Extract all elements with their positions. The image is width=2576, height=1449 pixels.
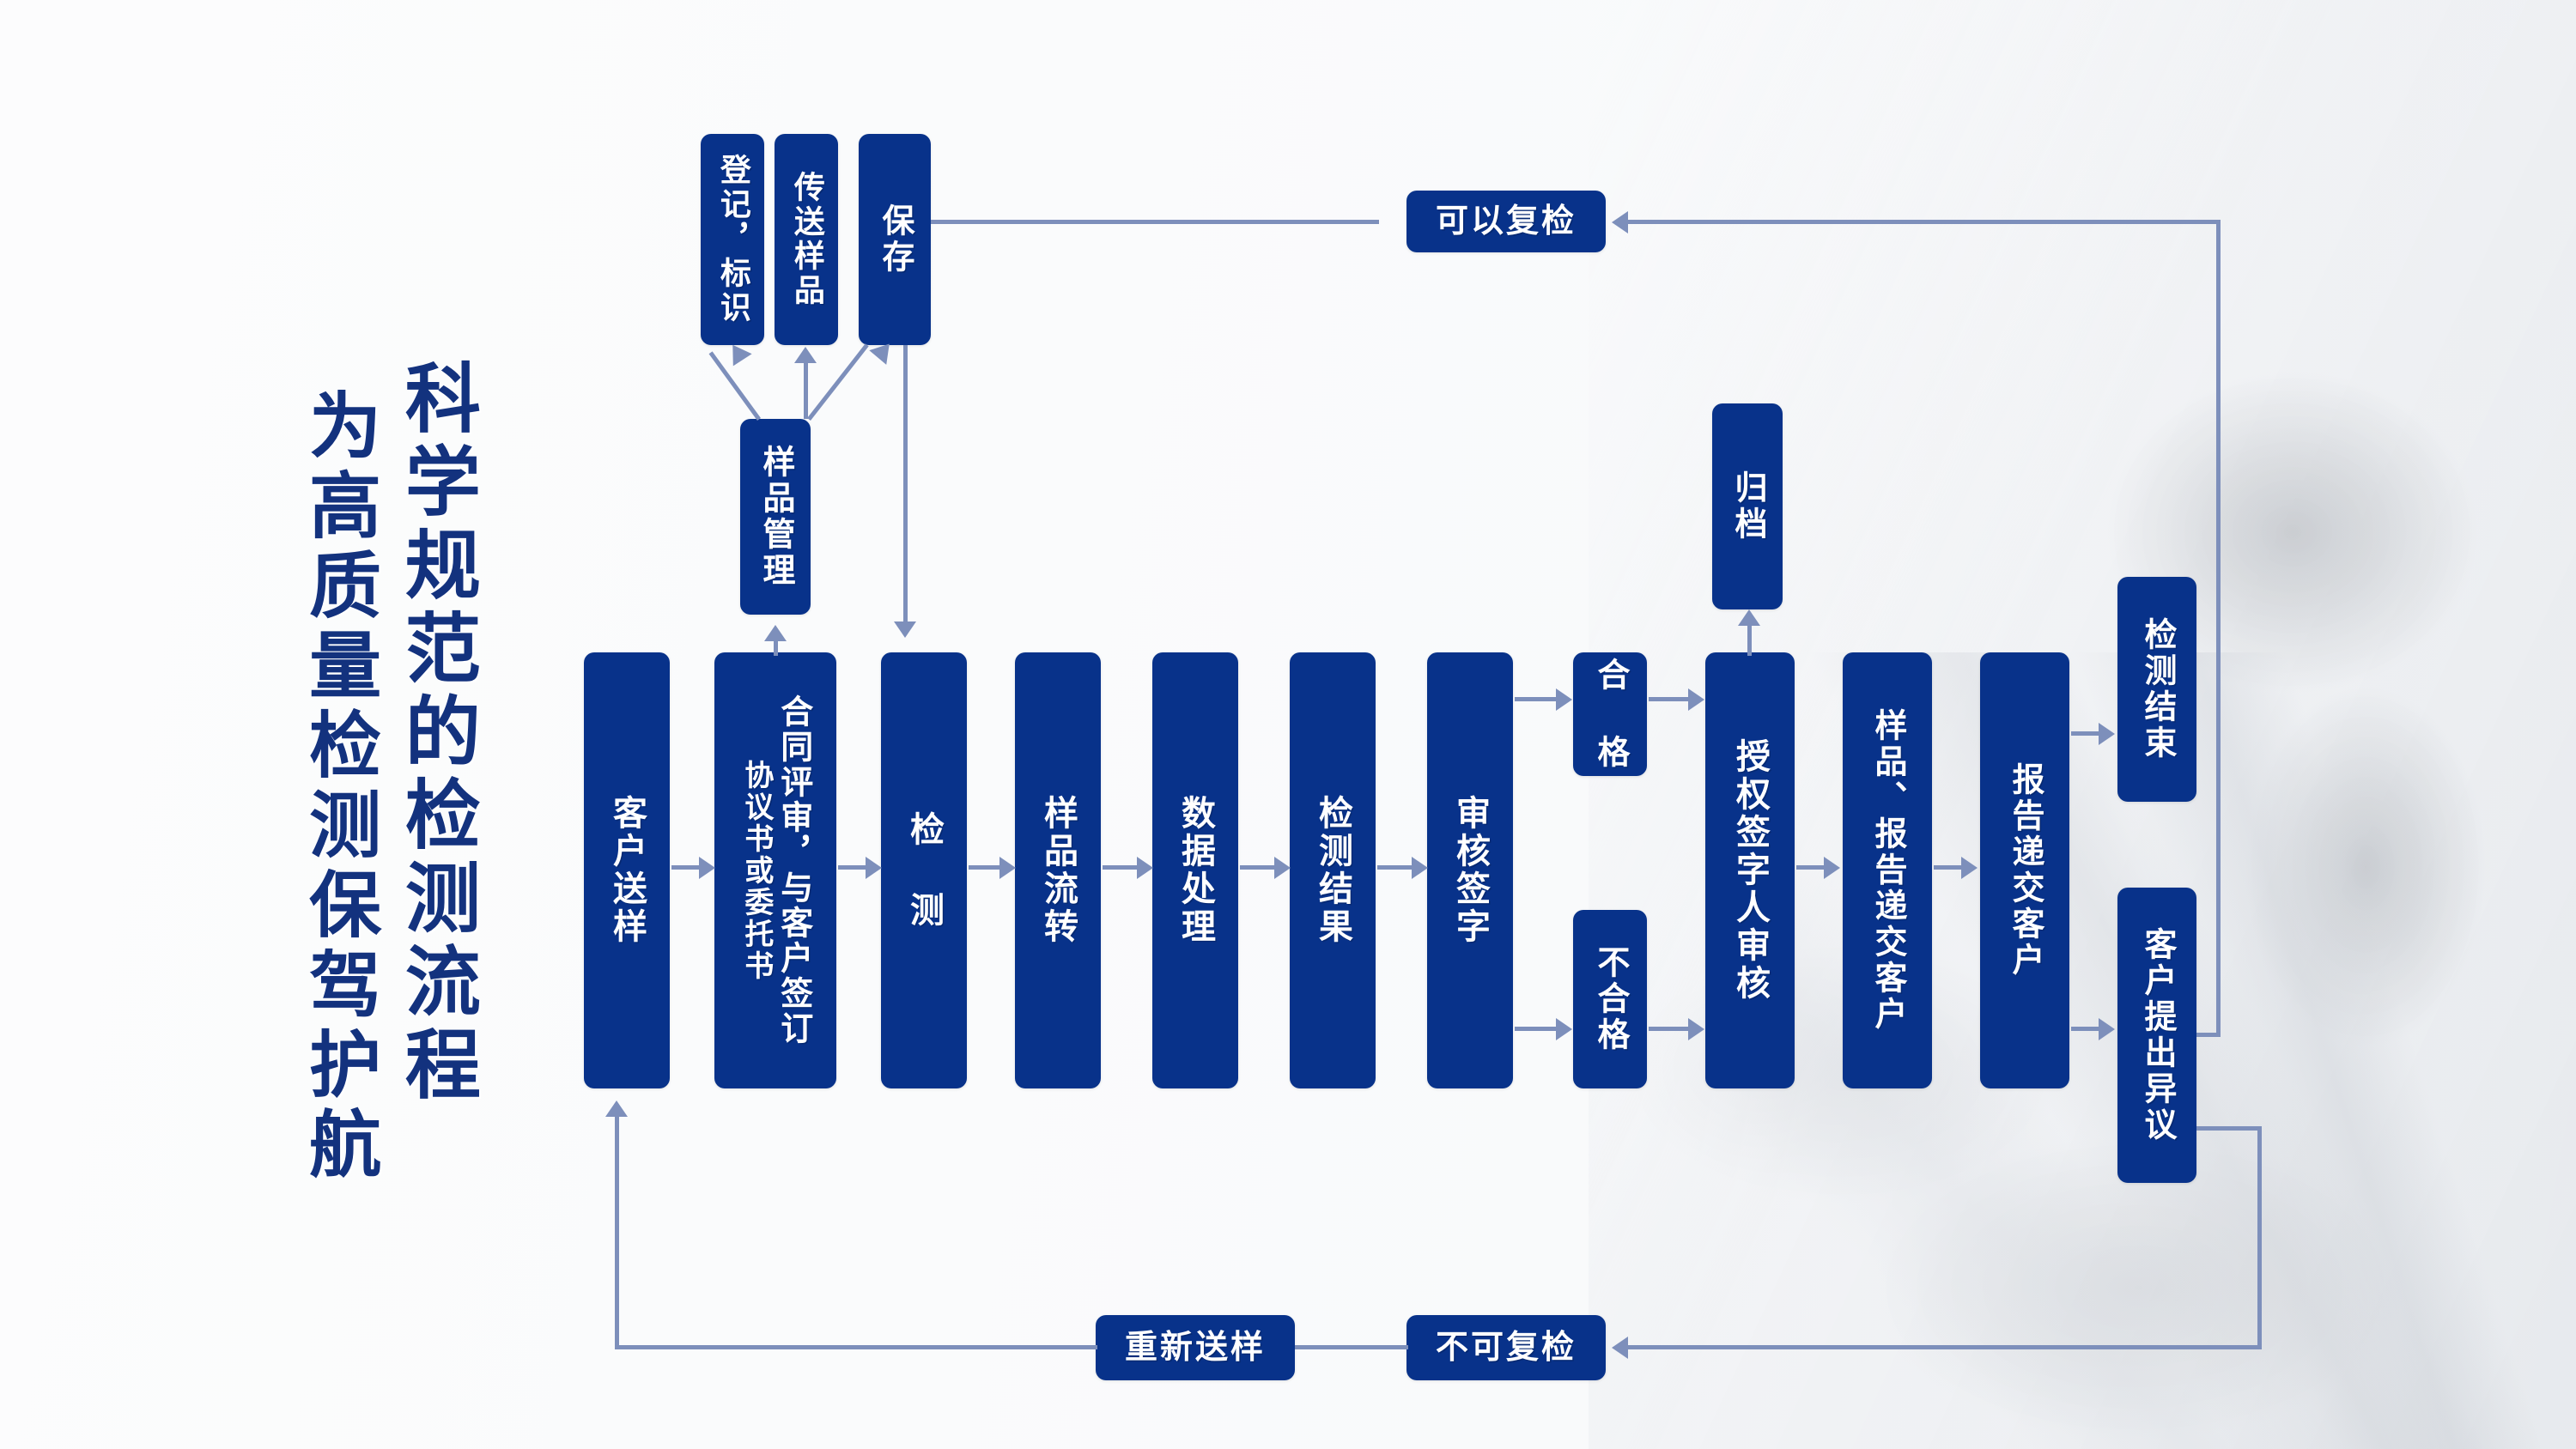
- node-archive-label: 归档: [1728, 470, 1767, 543]
- node-deliver-b-label: 报告递交客户: [2006, 762, 2044, 979]
- edge-test-sampleflow: [969, 865, 999, 870]
- node-fail-label: 不合格: [1591, 945, 1630, 1053]
- edge-sampleflow-dataproc: [1103, 865, 1137, 870]
- edge-objection-up-stub: [2196, 1033, 2221, 1037]
- node-archive[interactable]: 归档: [1712, 403, 1783, 609]
- node-deliver-a[interactable]: 样品、报告递交客户: [1843, 652, 1932, 1088]
- edge-authsign-delivera: [1796, 865, 1824, 870]
- node-resubmit[interactable]: 重新送样: [1096, 1315, 1295, 1380]
- node-submit-label: 客户送样: [607, 795, 647, 946]
- node-objection[interactable]: 客户提出异议: [2117, 888, 2196, 1183]
- node-test-end[interactable]: 检测结束: [2117, 577, 2196, 802]
- edge-recheckno-resubmit: [1295, 1345, 1408, 1349]
- headline: 科学规范的检测流程 为高质量检测保驾护航: [297, 359, 482, 1186]
- node-sample-mgmt-label: 样品管理: [756, 445, 795, 589]
- edge-reviewsign-fail-arrowhead: [1556, 1018, 1572, 1040]
- edge-fail-authsign: [1649, 1027, 1688, 1031]
- node-recheck-no-label: 不可复检: [1435, 1328, 1577, 1367]
- node-data-proc[interactable]: 数据处理: [1152, 652, 1238, 1088]
- node-store[interactable]: 保存: [859, 134, 931, 345]
- edge-recheckno-arrowhead: [1612, 1337, 1628, 1359]
- edge-delivera-deliverb-arrowhead: [1961, 857, 1978, 879]
- edge-samplemgmt-transfer-arrowhead: [794, 347, 817, 363]
- edge-reviewsign-fail: [1515, 1027, 1556, 1031]
- edge-objection-down-stub: [2196, 1126, 2262, 1131]
- edge-test-sampleflow-arrowhead: [999, 857, 1016, 879]
- node-review-sign-label: 审核签字: [1450, 795, 1490, 946]
- node-submit[interactable]: 客户送样: [584, 652, 670, 1088]
- edge-contract-samplemgmt: [774, 639, 778, 656]
- edge-resubmit-left: [615, 1345, 1097, 1349]
- edge-dataproc-testresult: [1240, 865, 1274, 870]
- node-sample-flow-label: 样品流转: [1038, 795, 1078, 946]
- node-recheck-no[interactable]: 不可复检: [1406, 1315, 1606, 1380]
- edge-objection-up-rail: [2216, 220, 2221, 1037]
- edge-pass-authsign-arrowhead: [1688, 688, 1704, 711]
- node-pass-label: 合 格: [1591, 658, 1630, 771]
- edge-contract-test: [838, 865, 866, 870]
- edge-contract-samplemgmt-arrowhead: [764, 625, 787, 641]
- node-data-proc-label: 数据处理: [1176, 795, 1215, 946]
- edge-resubmit-up: [615, 1116, 619, 1348]
- node-resubmit-label: 重新送样: [1124, 1328, 1266, 1367]
- edge-authsign-delivera-arrowhead: [1824, 857, 1840, 879]
- edge-deliverb-objection: [2071, 1027, 2099, 1031]
- edge-sampleflow-dataproc-arrowhead: [1137, 857, 1153, 879]
- edge-objection-down-rail: [2257, 1126, 2262, 1349]
- edge-deliverb-objection-arrowhead: [2099, 1018, 2115, 1040]
- node-contract-label-main: 合同评审，与客户签订: [775, 694, 813, 1046]
- headline-line-left: 为高质量检测保驾护航: [297, 388, 382, 1186]
- node-objection-label: 客户提出异议: [2138, 927, 2177, 1143]
- node-test-end-label: 检测结束: [2138, 617, 2177, 761]
- edge-reviewsign-pass: [1515, 697, 1556, 701]
- node-recheck-yes[interactable]: 可以复检: [1406, 191, 1606, 252]
- node-review-sign[interactable]: 审核签字: [1427, 652, 1513, 1088]
- node-sample-mgmt[interactable]: 样品管理: [740, 419, 811, 615]
- node-recheck-yes-label: 可以复检: [1435, 202, 1577, 240]
- edge-contract-test-arrowhead: [866, 857, 882, 879]
- edge-delivera-deliverb: [1934, 865, 1961, 870]
- edge-testresult-reviewsign: [1377, 865, 1412, 870]
- edge-deliverb-testend: [2071, 731, 2099, 736]
- edge-samplemgmt-transfer: [804, 362, 808, 419]
- node-contract[interactable]: 合同评审，与客户签订 协议书或委托书: [714, 652, 836, 1088]
- node-deliver-b[interactable]: 报告递交客户: [1980, 652, 2069, 1088]
- node-sample-flow[interactable]: 样品流转: [1015, 652, 1101, 1088]
- headline-line-right: 科学规范的检测流程: [392, 359, 482, 1108]
- edge-deliverb-testend-arrowhead: [2099, 723, 2115, 745]
- node-store-label: 保存: [876, 203, 914, 276]
- node-contract-label-secondary: 协议书或委托书: [738, 759, 774, 982]
- edge-authsign-archive-arrowhead: [1738, 609, 1760, 626]
- node-auth-sign-label: 授权签字人审核: [1730, 738, 1770, 1003]
- edge-submit-contract: [671, 865, 699, 870]
- edge-recheckno-inbound: [1628, 1345, 2262, 1349]
- edge-store-test: [903, 345, 908, 621]
- edge-authsign-archive: [1747, 623, 1752, 656]
- edge-testresult-reviewsign-arrowhead: [1412, 857, 1428, 879]
- edge-store-test-arrowhead: [894, 621, 916, 638]
- node-register-label: 登记，标识: [714, 154, 750, 325]
- edge-recheckyes-inbound: [1628, 220, 2221, 224]
- node-test[interactable]: 检 测: [881, 652, 967, 1088]
- node-register[interactable]: 登记，标识: [701, 134, 764, 345]
- edge-dataproc-testresult-arrowhead: [1274, 857, 1291, 879]
- edge-fail-authsign-arrowhead: [1688, 1018, 1704, 1040]
- node-test-label: 检 测: [904, 811, 944, 930]
- node-transfer[interactable]: 传送样品: [775, 134, 838, 345]
- edge-recheckyes-arrowhead: [1612, 211, 1628, 233]
- node-test-result[interactable]: 检测结果: [1290, 652, 1376, 1088]
- node-fail[interactable]: 不合格: [1573, 910, 1647, 1088]
- edge-reviewsign-pass-arrowhead: [1556, 688, 1572, 711]
- edge-store-recheckyes-line: [931, 220, 1379, 224]
- node-transfer-label: 传送样品: [788, 171, 824, 308]
- node-pass[interactable]: 合 格: [1573, 652, 1647, 776]
- node-deliver-a-label: 样品、报告递交客户: [1868, 708, 1907, 1033]
- edge-pass-authsign: [1649, 697, 1688, 701]
- edge-submit-contract-arrowhead: [699, 857, 715, 879]
- node-auth-sign[interactable]: 授权签字人审核: [1705, 652, 1795, 1088]
- edge-resubmit-submit-arrowhead: [605, 1100, 628, 1117]
- node-test-result-label: 检测结果: [1313, 795, 1352, 946]
